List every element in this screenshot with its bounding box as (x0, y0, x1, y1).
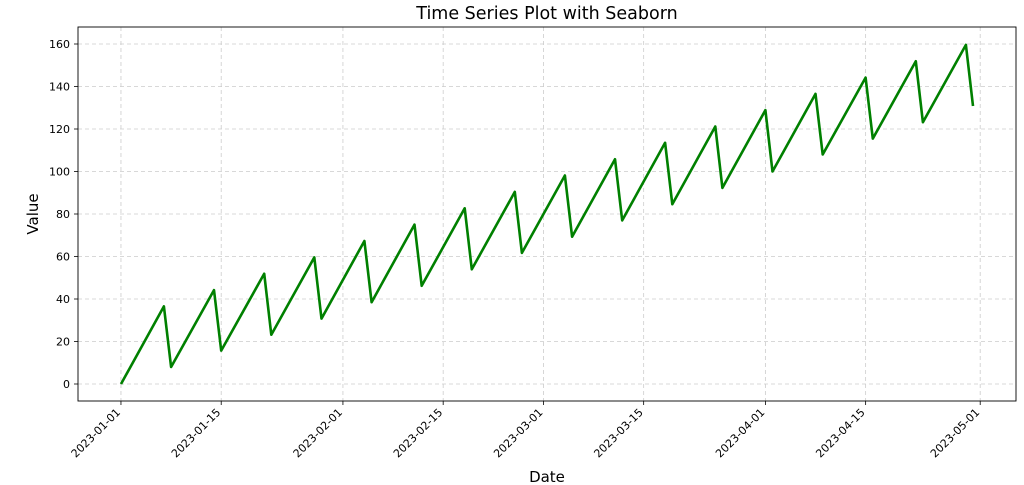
y-tick-label: 40 (56, 293, 70, 306)
y-tick-label: 100 (49, 166, 70, 179)
y-tick-label: 0 (63, 378, 70, 391)
x-axis-title: Date (529, 468, 565, 485)
series-layer (119, 43, 975, 385)
x-tick-label: 2023-04-15 (813, 406, 867, 460)
x-tick-label: 2023-03-15 (591, 406, 645, 460)
y-axis-title: Value (24, 193, 42, 234)
y-tick-label: 140 (49, 81, 70, 94)
axis-ticks: 0 20 40 60 80 100 120 140 160 2023-01-01 2023-01-1… (49, 38, 982, 460)
x-tick-label: 2023-01-01 (69, 406, 123, 460)
y-tick-label: 80 (56, 208, 70, 221)
x-tick-label: 2023-02-15 (391, 406, 445, 460)
y-tick-label: 20 (56, 336, 70, 349)
grid-lines (78, 27, 1016, 401)
x-tick-label: 2023-04-01 (713, 406, 767, 460)
y-tick-label: 60 (56, 251, 70, 264)
y-tick-label: 120 (49, 123, 70, 136)
x-tick-label: 2023-01-15 (169, 406, 223, 460)
x-tick-label: 2023-02-01 (291, 406, 345, 460)
series-line (119, 43, 975, 385)
x-tick-label: 2023-03-01 (491, 406, 545, 460)
chart-title: Time Series Plot with Seaborn (415, 4, 677, 24)
y-tick-label: 160 (49, 38, 70, 51)
x-tick-label: 2023-05-01 (928, 406, 982, 460)
